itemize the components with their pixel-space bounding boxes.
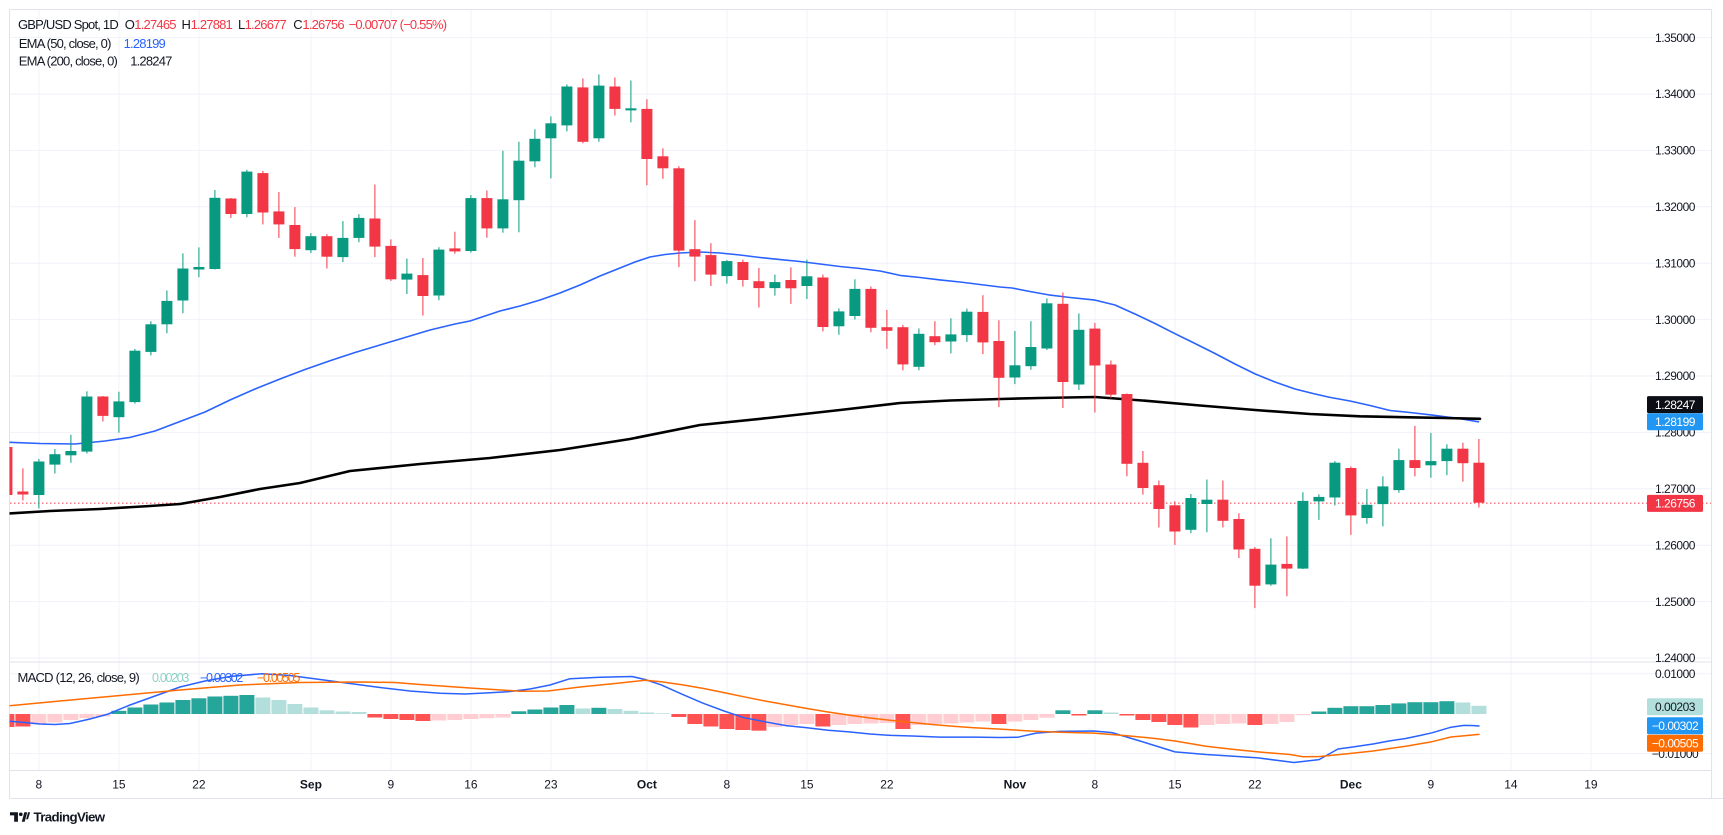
svg-text:1.28199: 1.28199 — [124, 36, 166, 51]
svg-text:16: 16 — [464, 778, 478, 792]
svg-text:Sep: Sep — [300, 778, 322, 792]
svg-text:1.24000: 1.24000 — [1655, 651, 1696, 665]
svg-text:1.28247: 1.28247 — [1655, 398, 1696, 412]
svg-text:0.00203: 0.00203 — [1655, 700, 1696, 714]
svg-text:1.27881: 1.27881 — [191, 17, 233, 32]
svg-text:MACD (12, 26, close, 9): MACD (12, 26, close, 9) — [18, 670, 140, 685]
svg-text:EMA (50, close, 0): EMA (50, close, 0) — [19, 36, 111, 51]
svg-text:Nov: Nov — [1004, 778, 1027, 792]
svg-text:1.26756: 1.26756 — [1655, 497, 1696, 511]
svg-text:0.00203: 0.00203 — [152, 671, 189, 685]
svg-text:8: 8 — [724, 778, 731, 792]
svg-text:1.29000: 1.29000 — [1655, 369, 1696, 383]
svg-text:1.27000: 1.27000 — [1655, 482, 1696, 496]
svg-text:Oct: Oct — [637, 778, 657, 792]
svg-text:1.28199: 1.28199 — [1655, 415, 1696, 429]
svg-text:1.26677: 1.26677 — [245, 17, 287, 32]
svg-text:−0.00505: −0.00505 — [1652, 737, 1699, 751]
svg-text:1.25000: 1.25000 — [1655, 595, 1696, 609]
svg-text:23: 23 — [544, 778, 558, 792]
svg-text:8: 8 — [36, 778, 43, 792]
svg-text:15: 15 — [1168, 778, 1182, 792]
svg-text:−0.00505: −0.00505 — [257, 671, 300, 685]
svg-text:19: 19 — [1584, 778, 1598, 792]
svg-text:EMA (200, close, 0): EMA (200, close, 0) — [19, 54, 118, 69]
svg-text:14: 14 — [1504, 778, 1518, 792]
svg-text:L: L — [238, 17, 245, 32]
svg-text:9: 9 — [1428, 778, 1435, 792]
svg-text:−0.00302: −0.00302 — [1652, 719, 1699, 733]
svg-text:H: H — [182, 17, 191, 32]
svg-text:O: O — [125, 17, 135, 32]
svg-text:−0.00302: −0.00302 — [200, 671, 243, 685]
svg-text:1.30000: 1.30000 — [1655, 313, 1696, 327]
svg-text:1.32000: 1.32000 — [1655, 200, 1696, 214]
svg-text:8: 8 — [1092, 778, 1099, 792]
svg-text:Dec: Dec — [1340, 778, 1362, 792]
svg-text:9: 9 — [388, 778, 395, 792]
svg-text:22: 22 — [1248, 778, 1262, 792]
svg-text:1.26000: 1.26000 — [1655, 538, 1696, 552]
svg-text:−0.00707 (−0.55%): −0.00707 (−0.55%) — [349, 17, 447, 32]
svg-text:0.01000: 0.01000 — [1655, 667, 1696, 681]
svg-text:1.31000: 1.31000 — [1655, 256, 1696, 270]
svg-text:1.34000: 1.34000 — [1655, 87, 1696, 101]
svg-text:TradingView: TradingView — [34, 810, 106, 825]
svg-text:15: 15 — [112, 778, 126, 792]
svg-text:1.28247: 1.28247 — [130, 54, 172, 69]
svg-text:1.35000: 1.35000 — [1655, 31, 1696, 45]
svg-text:1.27465: 1.27465 — [134, 17, 176, 32]
svg-text:22: 22 — [192, 778, 206, 792]
svg-text:1.26756: 1.26756 — [302, 17, 344, 32]
svg-text:22: 22 — [880, 778, 894, 792]
svg-text:15: 15 — [800, 778, 814, 792]
svg-text:C: C — [293, 17, 302, 32]
svg-text:GBP/USD Spot, 1D: GBP/USD Spot, 1D — [18, 17, 118, 32]
svg-text:1.33000: 1.33000 — [1655, 144, 1696, 158]
